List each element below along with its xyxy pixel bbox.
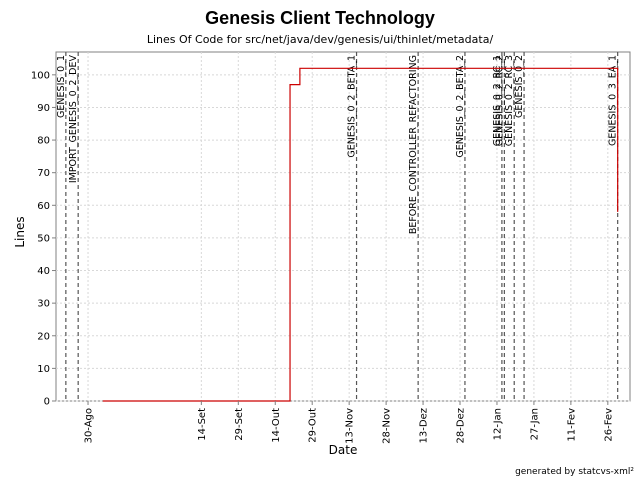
y-tick-label: 20 bbox=[37, 331, 50, 342]
y-tick-label: 0 bbox=[44, 397, 50, 408]
x-tick-label: 12-Jan bbox=[492, 408, 503, 440]
y-axis-label: Lines bbox=[13, 216, 27, 247]
tag-label: GENESIS_0_2_BETA_2 bbox=[455, 55, 466, 158]
x-tick-label: 29-Out bbox=[308, 408, 319, 443]
y-tick-label: 80 bbox=[37, 136, 50, 147]
series-group bbox=[102, 67, 619, 402]
chart-subtitle: Lines Of Code for src/net/java/dev/genes… bbox=[147, 33, 494, 46]
y-tick-label: 70 bbox=[37, 168, 50, 179]
x-tick-label: 26-Fev bbox=[603, 408, 614, 442]
plot-area bbox=[55, 51, 631, 402]
x-tick-label: 11-Fev bbox=[566, 408, 577, 442]
chart-title: Genesis Client Technology bbox=[205, 8, 435, 28]
x-tick-label: 27-Jan bbox=[529, 408, 540, 440]
tag-markers: GENESIS_0_1 IMPORT_GENESIS_0_2_DEV GENESIS… bbox=[56, 52, 619, 401]
x-tick-label: 13-Nov bbox=[345, 408, 356, 444]
tag-label: BEFORE_CONTROLLER_REFACTORING bbox=[408, 55, 419, 234]
footer-credit: generated by statcvs-xml² bbox=[515, 467, 634, 477]
y-axis: 0 10 20 30 40 50 60 70 80 90 100 bbox=[31, 70, 56, 408]
y-tick-label: 60 bbox=[37, 201, 50, 212]
x-tick-label: 13-Dez bbox=[419, 408, 430, 443]
x-tick-label: 28-Nov bbox=[382, 408, 393, 444]
y-tick-label: 90 bbox=[37, 103, 50, 114]
y-tick-label: 40 bbox=[37, 266, 50, 277]
tag-label: GENESIS_0_2_RC_2 bbox=[494, 55, 505, 146]
y-tick-label: 100 bbox=[31, 70, 50, 81]
tag-label: GENESIS_0_2_BETA_1 bbox=[347, 55, 358, 158]
x-tick-label: 14-Out bbox=[271, 408, 282, 443]
tag-label: GENESIS_0_3_EA_1 bbox=[608, 55, 619, 146]
tag-label: GENESIS_0_2 bbox=[514, 55, 525, 118]
tag-label: GENESIS_0_1 bbox=[56, 55, 67, 118]
y-tick-label: 50 bbox=[37, 233, 50, 244]
tag-label: GENESIS_0_2_RC_3 bbox=[504, 55, 515, 146]
y-tick-label: 10 bbox=[37, 364, 50, 375]
tag-label: GENESIS_0_2_RC_1 bbox=[492, 55, 503, 146]
x-axis-label: Date bbox=[329, 443, 358, 457]
y-tick-label: 30 bbox=[37, 299, 50, 310]
series-line bbox=[102, 67, 619, 402]
x-tick-label: 30-Ago bbox=[84, 408, 95, 443]
x-tick-label: 29-Set bbox=[234, 408, 245, 441]
x-tick-label: 28-Dez bbox=[456, 408, 467, 443]
x-axis: 30-Ago 14-Set 29-Set 14-Out 29-Out 13-Nov 28-N… bbox=[84, 401, 614, 444]
tag-label: IMPORT_GENESIS_0_2_DEV bbox=[68, 55, 79, 184]
x-tick-label: 14-Set bbox=[197, 408, 208, 441]
